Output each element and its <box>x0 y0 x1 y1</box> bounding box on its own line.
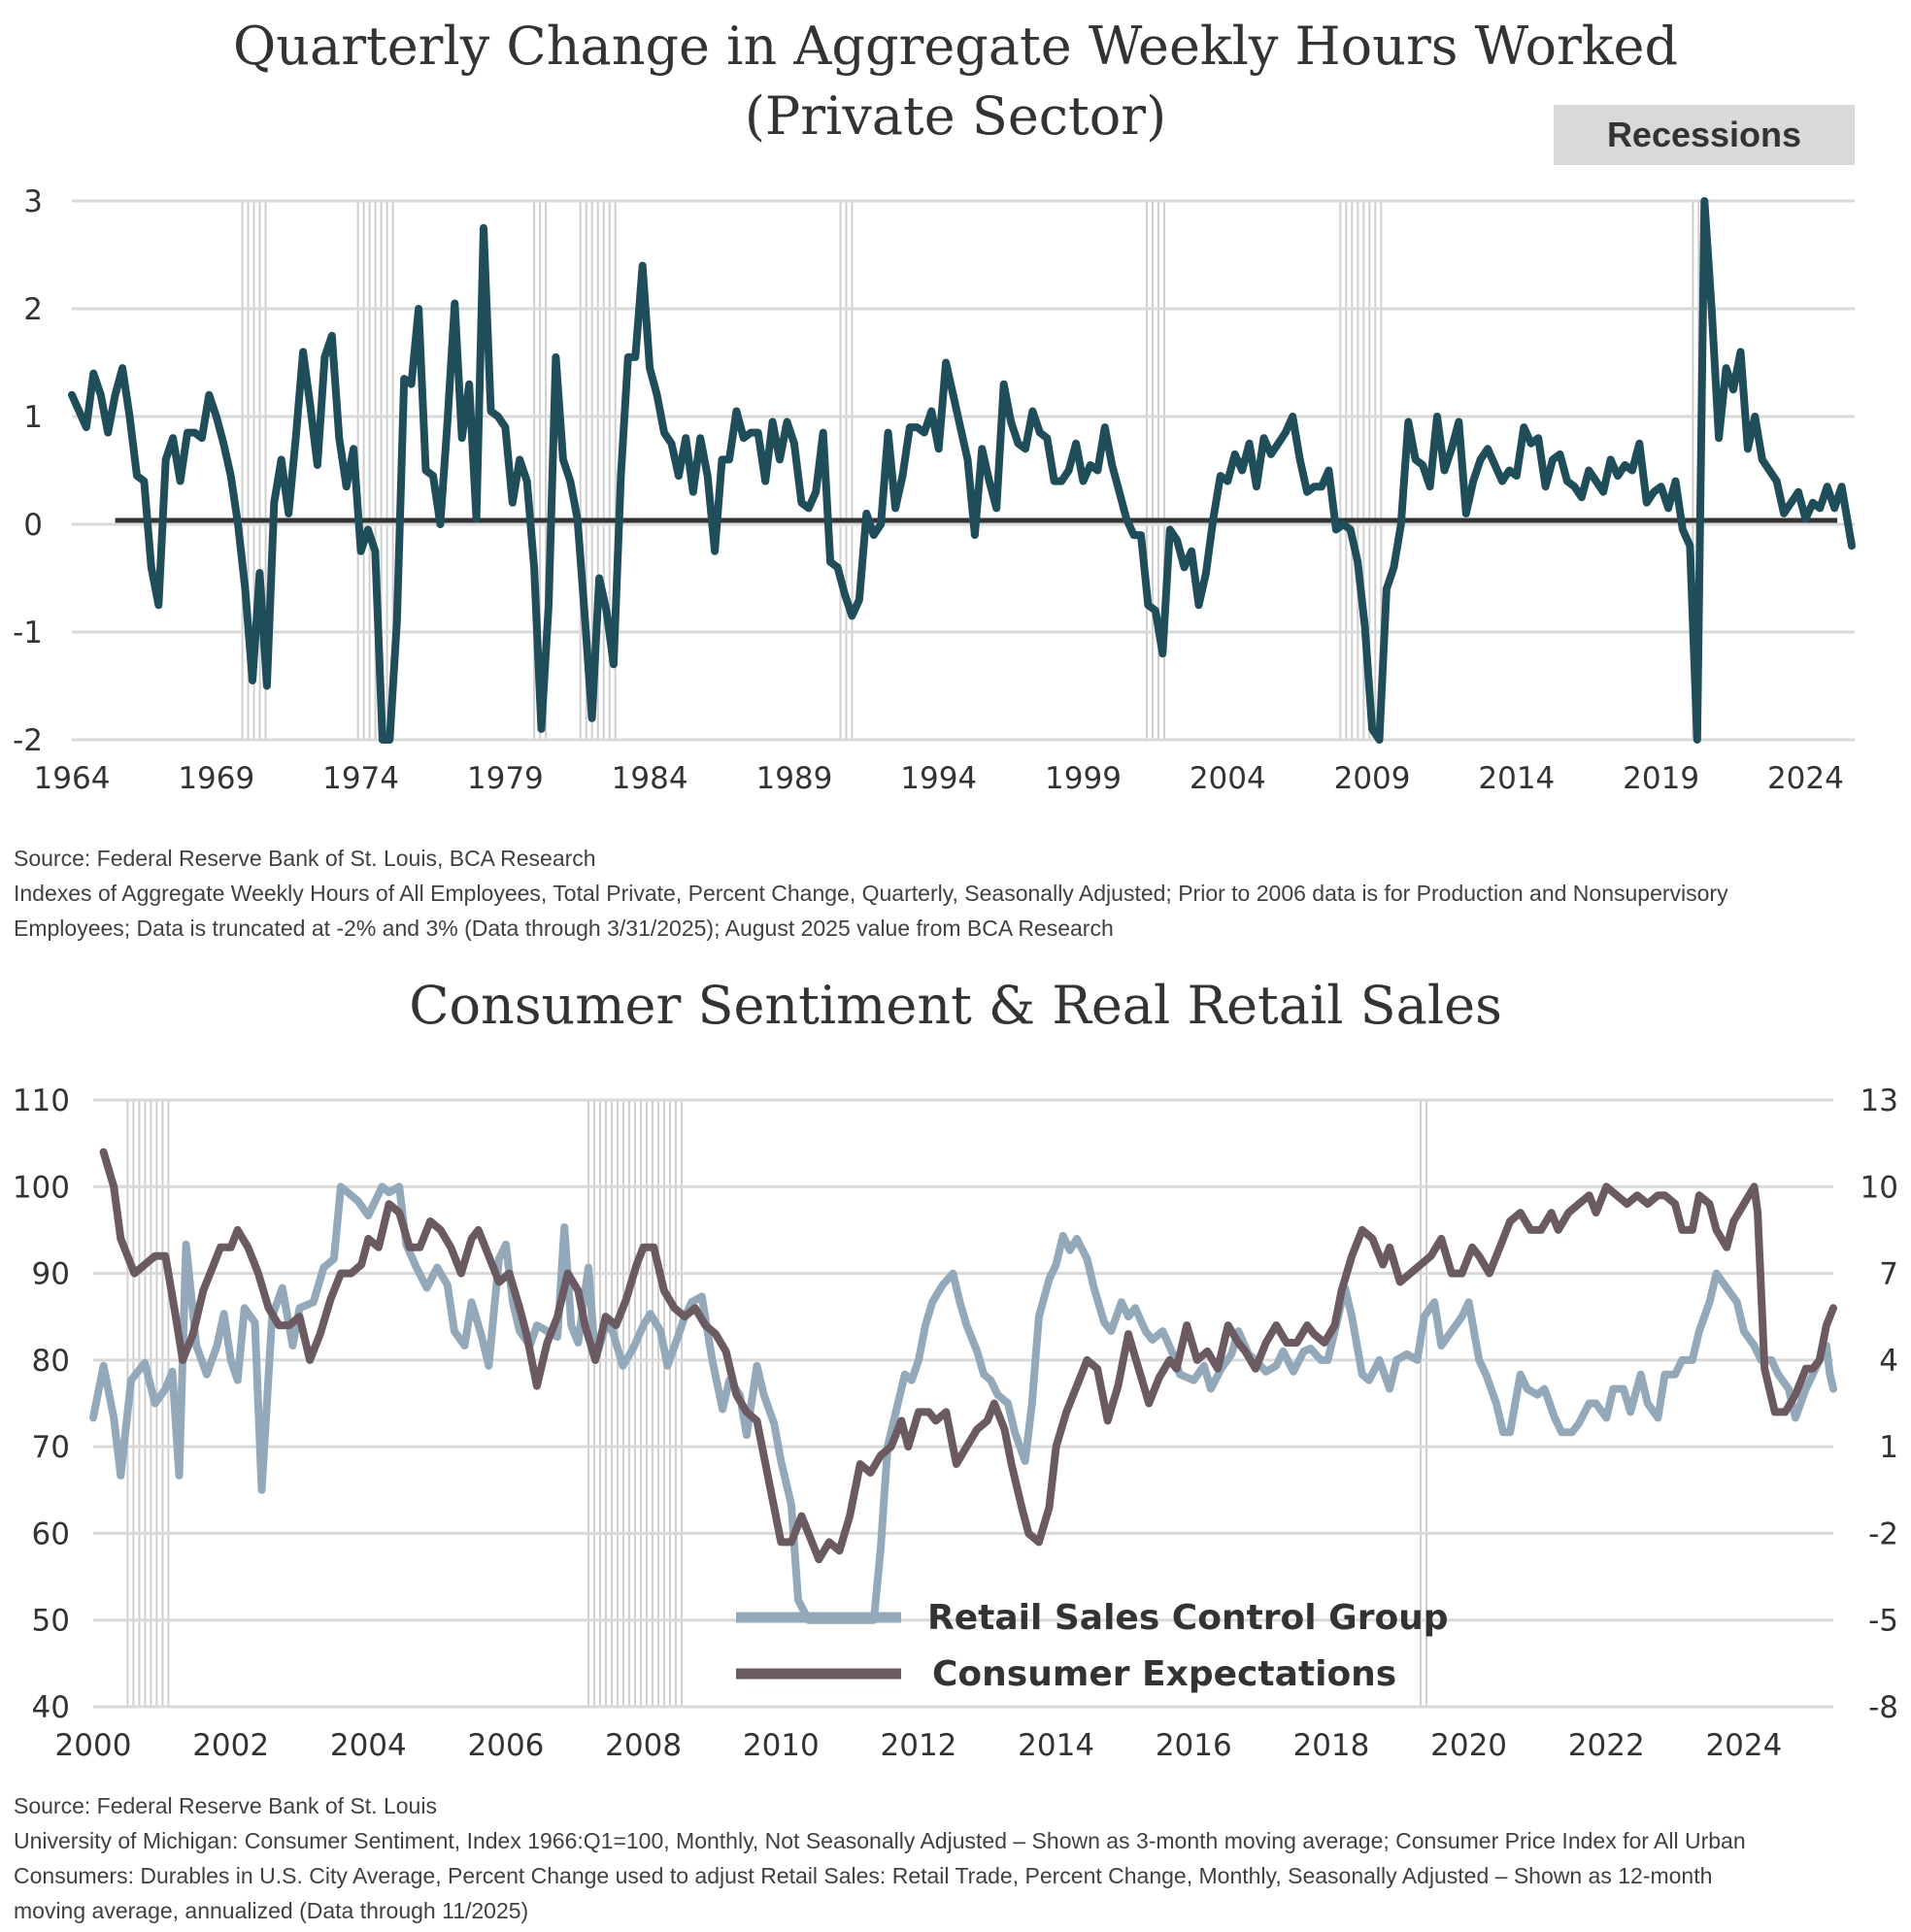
recession-band-2 <box>1420 1100 1428 1707</box>
x-tick-label: 1964 <box>34 761 111 796</box>
x-tick-label: 1979 <box>467 761 544 796</box>
legend-label-consumer-expectations: Consumer Expectations <box>932 1654 1396 1694</box>
bottom-note-line1: University of Michigan: Consumer Sentime… <box>14 1828 1746 1853</box>
x-tick-label: 2012 <box>881 1728 957 1763</box>
y-tick-label: 3 <box>23 184 43 219</box>
y-tick-label-left: 50 <box>32 1604 70 1639</box>
y-tick-label-right: -5 <box>1868 1604 1898 1639</box>
x-tick-label: 2014 <box>1478 761 1555 796</box>
series-line-retail-sales <box>89 1183 1837 1624</box>
x-tick-label: 2010 <box>743 1728 820 1763</box>
x-tick-label: 2004 <box>1190 761 1266 796</box>
top-note-line2: Employees; Data is truncated at -2% and … <box>14 916 1114 941</box>
x-tick-label: 2018 <box>1292 1728 1369 1763</box>
x-tick-label: 2022 <box>1568 1728 1645 1763</box>
chart-title-top-line1: Quarterly Change in Aggregate Weekly Hou… <box>232 16 1679 77</box>
y-tick-label-left: 90 <box>32 1257 70 1292</box>
y-tick-label-right: 13 <box>1861 1083 1898 1118</box>
bottom-chart-notes: Source: Federal Reserve Bank of St. Loui… <box>14 1788 1897 1928</box>
x-tick-label: 2014 <box>1018 1728 1094 1763</box>
x-tick-label: 1989 <box>755 761 832 796</box>
y-tick-label-right: -2 <box>1868 1516 1898 1551</box>
y-tick-label: 2 <box>23 292 43 327</box>
y-tick-label: 0 <box>23 508 43 543</box>
y-tick-label-right: -8 <box>1868 1690 1898 1725</box>
bottom-note-line3: moving average, annualized (Data through… <box>14 1898 529 1923</box>
y-tick-label-left: 70 <box>32 1430 70 1465</box>
y-tick-label-right: 7 <box>1879 1257 1898 1292</box>
x-tick-label: 2004 <box>330 1728 407 1763</box>
x-tick-label: 2024 <box>1767 761 1844 796</box>
legend: Retail Sales Control Group Consumer Expec… <box>736 1598 1449 1694</box>
chart-title-bottom: Consumer Sentiment & Real Retail Sales <box>409 975 1502 1036</box>
bottom-note-line2: Consumers: Durables in U.S. City Average… <box>14 1863 1713 1888</box>
y-tick-label-left: 80 <box>32 1344 70 1379</box>
x-tick-label: 2006 <box>468 1728 545 1763</box>
x-tick-label: 2000 <box>55 1728 132 1763</box>
x-tick-label: 1999 <box>1045 761 1122 796</box>
x-tick-label: 1969 <box>178 761 254 796</box>
x-tick-label: 1994 <box>900 761 977 796</box>
series-line-hours-worked <box>68 197 1856 744</box>
x-tick-label: 2009 <box>1334 761 1411 796</box>
top-chart-notes: Source: Federal Reserve Bank of St. Loui… <box>14 841 1897 946</box>
top-note-line1: Indexes of Aggregate Weekly Hours of All… <box>14 881 1728 906</box>
recession-band-1 <box>587 1100 683 1707</box>
top-source: Source: Federal Reserve Bank of St. Loui… <box>14 846 596 871</box>
y-tick-label: -2 <box>13 723 43 758</box>
recessions-legend: Recessions <box>1554 105 1855 165</box>
bottom-source: Source: Federal Reserve Bank of St. Loui… <box>14 1793 437 1818</box>
x-tick-label: 2024 <box>1705 1728 1782 1763</box>
y-tick-label-left: 100 <box>13 1170 70 1205</box>
recession-band-4 <box>839 201 854 740</box>
x-tick-label: 2008 <box>605 1728 682 1763</box>
y-tick-label: -1 <box>13 616 43 650</box>
x-tick-label: 2020 <box>1430 1728 1507 1763</box>
x-tick-label: 1984 <box>612 761 688 796</box>
x-tick-label: 2016 <box>1156 1728 1232 1763</box>
series-line-consumer-expectations <box>99 1148 1837 1564</box>
y-tick-label-left: 110 <box>13 1083 70 1118</box>
y-tick-label-left: 60 <box>32 1516 70 1551</box>
legend-label-retail-sales: Retail Sales Control Group <box>927 1598 1449 1638</box>
x-tick-label: 2002 <box>192 1728 269 1763</box>
chart-subtitle-top: (Private Sector) <box>744 85 1167 147</box>
y-tick-label: 1 <box>23 400 43 435</box>
y-tick-label-right: 10 <box>1861 1170 1898 1205</box>
y-tick-label-left: 40 <box>32 1690 70 1725</box>
x-tick-label: 2019 <box>1623 761 1699 796</box>
y-tick-label-right: 1 <box>1879 1430 1898 1465</box>
chart-title-top: Quarterly Change in Aggregate Weekly Hou… <box>0 12 1911 151</box>
x-tick-label: 1974 <box>322 761 399 796</box>
y-tick-label-right: 4 <box>1879 1344 1898 1379</box>
recession-band-0 <box>126 1100 170 1707</box>
